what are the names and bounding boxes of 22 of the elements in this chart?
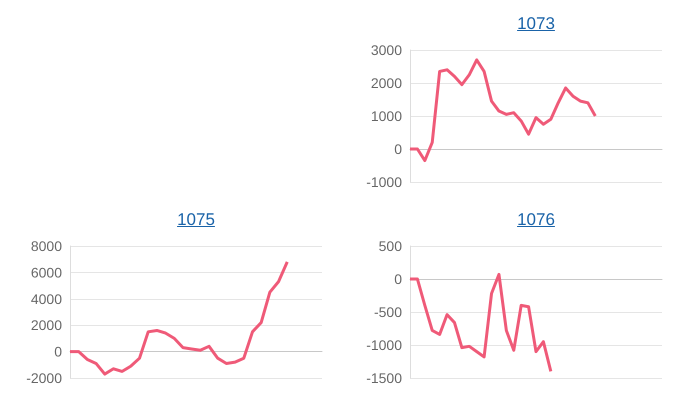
- y-tick-label: 8000: [30, 238, 62, 254]
- y-tick-label: 2000: [30, 317, 62, 334]
- y-tick-label: 0: [394, 141, 402, 157]
- y-tick-label: -1000: [366, 337, 402, 353]
- y-tick-label: 3000: [370, 42, 402, 58]
- line-series: [408, 272, 552, 373]
- y-tick-label: 1000: [370, 108, 402, 124]
- y-tick-label: 0: [54, 344, 62, 360]
- line-series: [68, 260, 289, 376]
- y-tick-label: 500: [378, 238, 402, 254]
- y-tick-label: 2000: [370, 75, 402, 91]
- y-tick-label: 6000: [30, 264, 62, 280]
- y-tick-label: -2000: [26, 370, 62, 386]
- y-tick-label: -500: [374, 304, 402, 320]
- y-tick-label: 4000: [30, 290, 62, 307]
- chart-title: 1073: [516, 14, 556, 34]
- y-tick-label: -1000: [366, 174, 402, 190]
- y-tick-label: 0: [394, 271, 402, 287]
- chart-title: 1075: [176, 210, 216, 230]
- line-series: [408, 58, 597, 162]
- chart-title: 1076: [516, 210, 556, 230]
- y-tick-label: -1500: [366, 370, 402, 386]
